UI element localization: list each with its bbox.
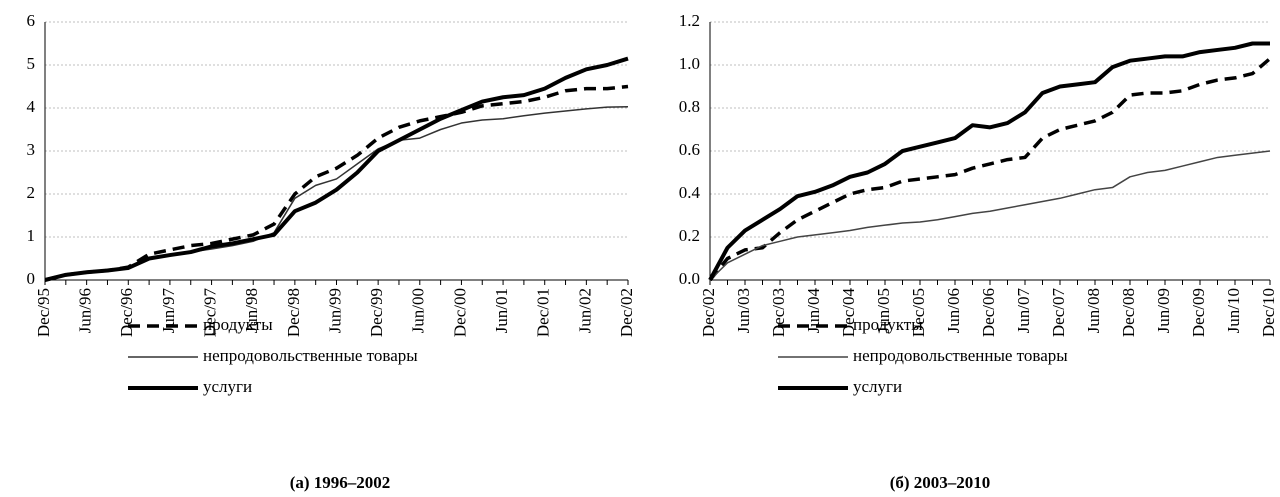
series-line: [44, 84, 629, 282]
caption: (а) 1996–2002: [290, 473, 391, 492]
x-tick-label: Dec/01: [534, 288, 553, 337]
y-tick-label: 2: [27, 183, 36, 202]
x-tick-label: Dec/10: [1259, 288, 1278, 337]
y-tick-label: 0.6: [679, 140, 700, 159]
x-tick-label: Dec/05: [909, 288, 928, 337]
legend-label: непродовольственные товары: [203, 346, 418, 365]
x-tick-label: Jun/09: [1154, 288, 1173, 333]
y-tick-label: 0.8: [679, 97, 700, 116]
legend-label: услуги: [203, 377, 252, 396]
x-tick-label: Jun/03: [734, 288, 753, 333]
y-tick-label: 0: [27, 269, 36, 288]
legend-label: продукты: [203, 315, 273, 334]
x-tick-label: Jun/05: [874, 288, 893, 333]
x-tick-label: Jun/99: [325, 288, 344, 333]
legend-label: непродовольственные товары: [853, 346, 1068, 365]
x-tick-label: Jun/08: [1084, 288, 1103, 333]
y-tick-label: 1: [27, 226, 36, 245]
x-tick-label: Dec/07: [1049, 288, 1068, 338]
y-tick-label: 3: [27, 140, 36, 159]
x-tick-label: Dec/97: [200, 288, 219, 338]
x-tick-label: Jun/10: [1224, 288, 1243, 333]
x-tick-label: Dec/00: [450, 288, 469, 337]
y-tick-label: 1.0: [679, 54, 700, 73]
x-tick-label: Dec/02: [617, 288, 636, 337]
y-tick-label: 0.4: [679, 183, 701, 202]
y-tick-label: 5: [27, 54, 36, 73]
series-line: [708, 57, 1272, 282]
series-line: [708, 41, 1270, 281]
series-line: [44, 105, 629, 281]
x-tick-label: Dec/95: [34, 288, 53, 337]
y-tick-label: 0.2: [679, 226, 700, 245]
x-tick-label: Dec/99: [367, 288, 386, 337]
x-tick-label: Jun/04: [804, 288, 823, 334]
y-tick-label: 6: [27, 11, 36, 30]
x-tick-label: Dec/98: [284, 288, 303, 337]
x-tick-label: Dec/03: [769, 288, 788, 337]
x-tick-label: Dec/02: [699, 288, 718, 337]
series-line: [709, 150, 1271, 281]
x-tick-label: Jun/07: [1014, 288, 1033, 334]
x-tick-label: Jun/97: [159, 288, 178, 334]
x-tick-label: Jun/01: [492, 288, 511, 333]
x-tick-label: Dec/09: [1189, 288, 1208, 337]
x-tick-label: Dec/08: [1119, 288, 1138, 337]
x-tick-label: Jun/98: [242, 288, 261, 333]
x-tick-label: Jun/96: [76, 288, 95, 333]
x-tick-label: Jun/02: [575, 288, 594, 333]
y-tick-label: 1.2: [679, 11, 700, 30]
y-tick-label: 4: [27, 97, 36, 116]
legend-label: продукты: [853, 315, 923, 334]
legend-label: услуги: [853, 377, 902, 396]
x-tick-label: Jun/06: [944, 288, 963, 333]
caption: (б) 2003–2010: [890, 473, 991, 492]
series-line: [44, 56, 629, 282]
x-tick-label: Dec/96: [117, 288, 136, 337]
x-tick-label: Jun/00: [409, 288, 428, 333]
x-tick-label: Dec/06: [979, 288, 998, 337]
y-tick-label: 0.0: [679, 269, 700, 288]
